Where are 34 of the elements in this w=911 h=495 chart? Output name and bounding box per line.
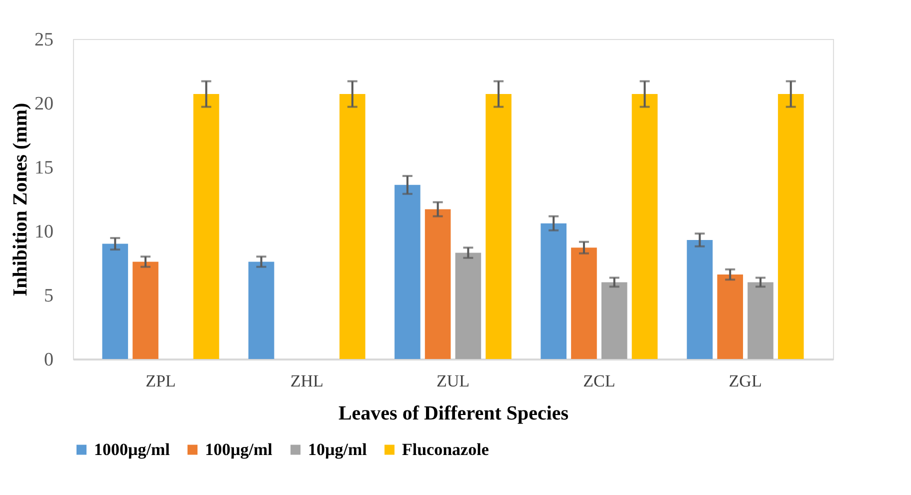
bar (748, 282, 774, 359)
y-tick-label: 5 (44, 286, 54, 306)
bar (248, 262, 274, 359)
y-tick-label: 10 (34, 222, 54, 242)
bar (102, 244, 128, 359)
y-tick-label: 0 (44, 350, 54, 370)
legend-label: 1000µg/ml (94, 440, 170, 459)
legend-label: Fluconazole (402, 440, 490, 459)
bar (339, 94, 366, 359)
x-tick-label: ZUL (436, 372, 470, 390)
x-tick-label: ZPL (146, 372, 176, 390)
x-axis-title: Leaves of Different Species (338, 402, 569, 424)
y-tick-label: 15 (34, 158, 54, 178)
y-tick-label: 20 (34, 94, 54, 114)
bar (778, 94, 804, 359)
legend-label: 100µg/ml (205, 440, 273, 459)
y-axis-title: Inhibition Zones (mm) (10, 102, 32, 296)
x-tick-label: ZCL (583, 372, 616, 390)
bar (686, 240, 713, 359)
bar (193, 94, 220, 359)
bar (132, 262, 158, 359)
bar (601, 282, 628, 359)
bar (424, 209, 451, 359)
y-tick-label: 25 (34, 30, 54, 50)
bar (394, 184, 420, 359)
bar (717, 274, 744, 359)
bar (455, 252, 482, 359)
bar (571, 248, 597, 359)
legend-label: 10µg/ml (308, 440, 368, 459)
bar (486, 94, 512, 359)
bar (632, 94, 658, 359)
bar (540, 223, 567, 359)
x-tick-label: ZGL (728, 372, 762, 390)
x-tick-label: ZHL (290, 372, 324, 390)
